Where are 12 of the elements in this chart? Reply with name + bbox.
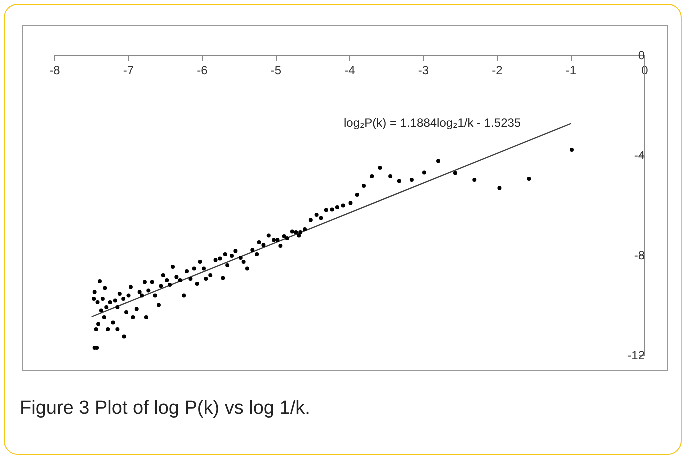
caption: Figure 3 Plot of log P(k) vs log 1/k.	[20, 398, 310, 420]
y-tick-label: -8	[634, 248, 646, 262]
x-tick-label: -4	[344, 64, 356, 78]
x-tick-label: -7	[123, 64, 134, 78]
x-tick-label: -3	[418, 64, 430, 78]
x-tick-label: -5	[270, 64, 282, 78]
x-tick-label: -2	[492, 64, 504, 78]
y-tick-label: -12	[628, 348, 646, 362]
annotation: log₂P(k) = 1.1884log₂1/k - 1.5235	[344, 116, 522, 130]
x-tick-label: -6	[197, 64, 208, 78]
x-tick-label: -8	[50, 64, 61, 78]
x-tick-label: -1	[566, 64, 577, 78]
